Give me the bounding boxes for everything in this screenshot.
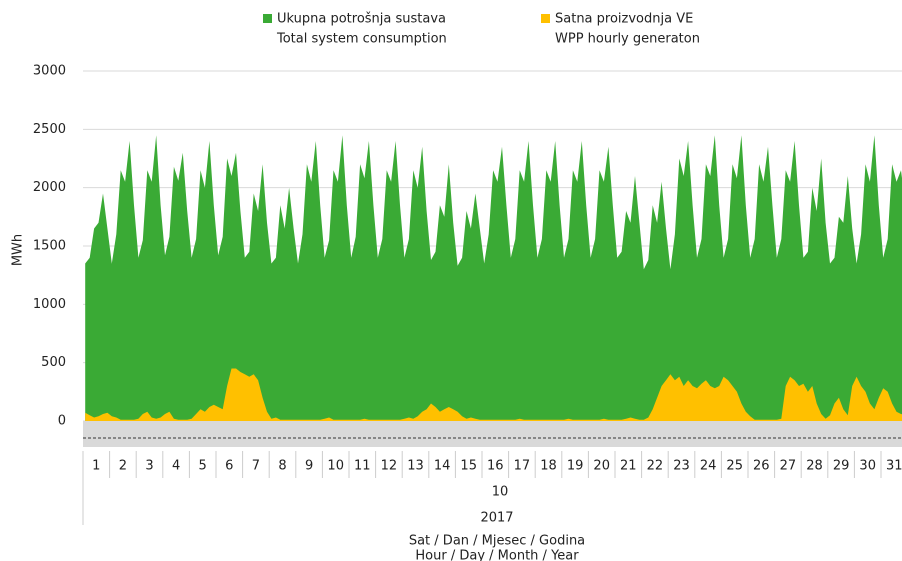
x-tick-label: 21 [620, 459, 637, 474]
y-tick-label: 3000 [33, 64, 66, 79]
x-tick-label: 20 [593, 459, 610, 474]
y-tick-label: 0 [58, 414, 66, 429]
x-tick-label: 3 [145, 459, 153, 474]
area [85, 368, 902, 421]
x-tick-label: 10 [327, 459, 344, 474]
y-tick-label: 2500 [33, 122, 66, 137]
below-zero-band [83, 421, 902, 447]
y-tick-label: 2000 [33, 180, 66, 195]
x-tick-label: 31 [886, 459, 902, 474]
y-tick-label: 1000 [33, 297, 66, 312]
x-tick-label: 15 [460, 459, 477, 474]
x-tick-label: 1 [92, 459, 100, 474]
x-tick-label: 27 [780, 459, 797, 474]
x-tick-label: 9 [305, 459, 313, 474]
x-tick-label: 26 [753, 459, 770, 474]
x-tick-label: 24 [700, 459, 717, 474]
legend-label: Total system consumption [276, 32, 447, 47]
area [85, 135, 902, 421]
x-tick-label: 12 [381, 459, 398, 474]
x-tick-label: 7 [252, 459, 260, 474]
x-tick-label: 22 [647, 459, 664, 474]
x-axis-title: Hour / Day / Month / Year [415, 549, 579, 561]
x-tick-label: 23 [673, 459, 690, 474]
legend-swatch [541, 14, 550, 23]
x-tick-label: 17 [514, 459, 531, 474]
x-tick-label: 6 [225, 459, 233, 474]
x-tick-label: 2 [119, 459, 127, 474]
legend-label: WPP hourly generaton [555, 32, 700, 47]
legend-swatch [263, 14, 272, 23]
y-tick-label: 500 [41, 355, 66, 370]
x-tick-label: 14 [434, 459, 451, 474]
x-tick-label: 18 [540, 459, 557, 474]
legend-label: Ukupna potrošnja sustava [277, 12, 446, 27]
x-tick-label: 16 [487, 459, 504, 474]
year-label: 2017 [480, 511, 513, 526]
x-axis-title: Sat / Dan / Mjesec / Godina [409, 534, 585, 549]
x-tick-label: 4 [172, 459, 180, 474]
x-tick-label: 28 [806, 459, 823, 474]
x-tick-label: 8 [278, 459, 286, 474]
x-tick-label: 13 [407, 459, 424, 474]
y-tick-label: 1500 [33, 239, 66, 254]
x-tick-label: 30 [859, 459, 876, 474]
y-axis-title: MWh [11, 234, 26, 266]
x-tick-label: 5 [199, 459, 207, 474]
x-tick-label: 19 [567, 459, 584, 474]
x-tick-label: 29 [833, 459, 850, 474]
x-tick-label: 11 [354, 459, 371, 474]
legend-label: Satna proizvodnja VE [555, 12, 693, 27]
x-tick-label: 25 [726, 459, 743, 474]
month-label: 10 [492, 485, 509, 500]
